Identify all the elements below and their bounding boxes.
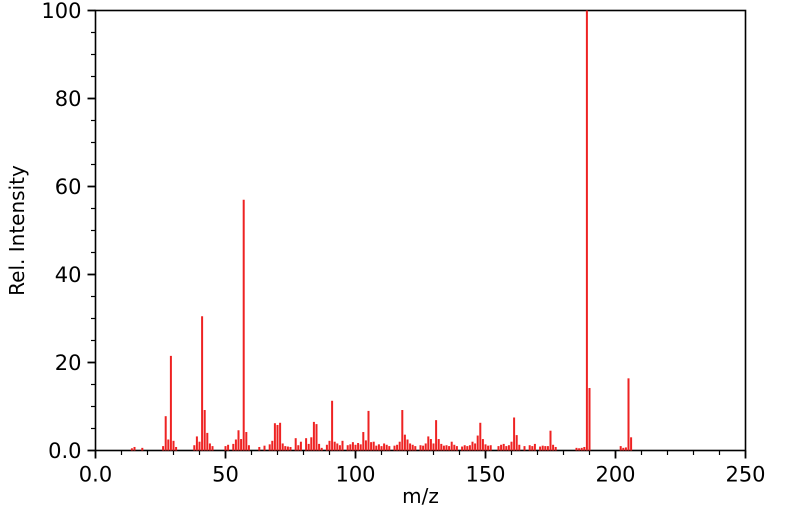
y-tick-label: 60: [55, 175, 82, 199]
x-tick-label: 50: [212, 463, 239, 487]
x-tick-label: 150: [465, 463, 505, 487]
y-tick-label: 0.0: [48, 439, 81, 463]
x-tick-label: 100: [335, 463, 375, 487]
axes-group: [87, 9, 747, 459]
y-tick-label: 100: [41, 0, 81, 23]
x-axis-label: m/z: [402, 484, 439, 508]
y-tick-label: 20: [55, 351, 82, 375]
peaks-group: [130, 10, 633, 451]
x-tick-label: 250: [725, 463, 765, 487]
y-tick-label: 80: [55, 87, 82, 111]
y-tick-label: 40: [55, 263, 82, 287]
axis-labels-group: 0.0 50 100 150 200 250 0.0 20 40 60 80 100 m/z Rel. I…: [5, 0, 766, 508]
x-tick-label: 0.0: [79, 463, 112, 487]
plot-frame: [94, 9, 747, 452]
y-axis-label: Rel. Intensity: [5, 165, 29, 296]
x-tick-label: 200: [595, 463, 635, 487]
